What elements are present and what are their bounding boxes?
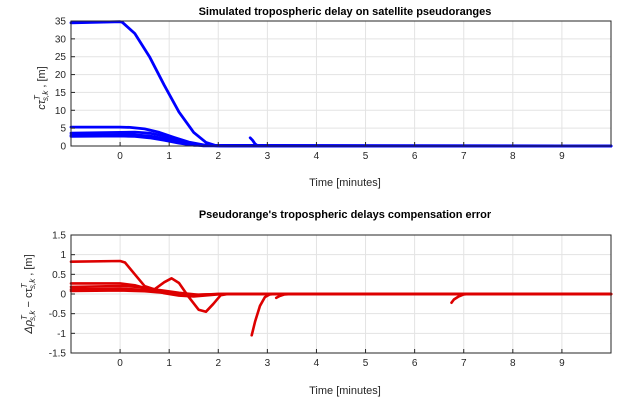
error-chart-series-sat-1 bbox=[69, 259, 613, 313]
delay-chart-ytick-label: 30 bbox=[55, 34, 67, 45]
delay-chart-xtick-label: 4 bbox=[314, 151, 320, 162]
error-chart-title: Pseudorange's tropospheric delays compen… bbox=[199, 209, 492, 221]
error-chart-ytick-label: -1.5 bbox=[49, 349, 67, 360]
delay-chart-ytick-label: 20 bbox=[55, 70, 67, 81]
delay-chart-xtick-label: 1 bbox=[166, 151, 172, 162]
error-chart-ytick-label: 1 bbox=[60, 250, 66, 261]
error-chart-axes-box bbox=[70, 234, 612, 354]
delay-chart-series-sat-5 bbox=[69, 134, 613, 148]
delay-chart-xtick-label: 9 bbox=[559, 151, 565, 162]
delay-chart-ytick-label: 15 bbox=[55, 88, 67, 99]
delay-chart-xtick-label: 0 bbox=[117, 151, 123, 162]
error-chart: 0 1 2 3 4 5 6 7 8 9 -1.5 -1 -0.5 0 0.5 1 1.5 Pseudorange… bbox=[20, 209, 613, 397]
error-chart-xlabel: Time [minutes] bbox=[309, 385, 381, 397]
delay-chart-plot-area bbox=[71, 21, 611, 146]
error-chart-xtick-label: 2 bbox=[215, 358, 221, 369]
error-chart-xtick-label: 6 bbox=[412, 358, 418, 369]
delay-chart: 0 1 2 3 4 5 6 7 8 9 0 5 10 15 20 25 30 35 Simulated tropo… bbox=[33, 6, 613, 189]
error-chart-ylabel: ΔρTs,k − cτTs,k , [m] bbox=[20, 254, 37, 334]
error-chart-xtick-label: 7 bbox=[461, 358, 467, 369]
error-chart-ytick-label: 0.5 bbox=[52, 270, 66, 281]
error-chart-ytick-label: 0 bbox=[60, 290, 66, 301]
delay-chart-ytick-label: 5 bbox=[60, 124, 66, 135]
delay-chart-xtick-label: 2 bbox=[215, 151, 221, 162]
error-chart-xtick-label: 5 bbox=[363, 358, 369, 369]
delay-chart-xtick-label: 6 bbox=[412, 151, 418, 162]
delay-chart-xtick-label: 7 bbox=[461, 151, 467, 162]
delay-chart-xtick-label: 8 bbox=[510, 151, 516, 162]
error-chart-xtick-label: 4 bbox=[314, 358, 320, 369]
delay-chart-title: Simulated tropospheric delay on satellit… bbox=[199, 6, 492, 18]
error-chart-xtick-label: 8 bbox=[510, 358, 516, 369]
delay-chart-xlabel: Time [minutes] bbox=[309, 177, 381, 189]
delay-chart-ytick-label: 35 bbox=[55, 17, 67, 28]
error-chart-xtick-label: 3 bbox=[265, 358, 271, 369]
error-chart-series-sat-7 bbox=[274, 292, 613, 300]
error-chart-series-sat-6 bbox=[250, 292, 613, 337]
error-chart-xtick-label: 1 bbox=[166, 358, 172, 369]
error-chart-xtick-label: 9 bbox=[559, 358, 565, 369]
error-chart-series-sat-8 bbox=[450, 292, 613, 304]
delay-chart-ylabel: cτTs,k , [m] bbox=[33, 66, 50, 109]
delay-chart-ytick-label: 25 bbox=[55, 52, 67, 63]
delay-chart-xtick-label: 3 bbox=[265, 151, 271, 162]
delay-chart-ytick-label: 0 bbox=[60, 142, 66, 153]
error-chart-xtick-label: 0 bbox=[117, 358, 123, 369]
error-chart-series-sat-5 bbox=[69, 289, 613, 298]
delay-chart-ytick-label: 10 bbox=[55, 106, 67, 117]
error-chart-ytick-label: -1 bbox=[57, 329, 66, 340]
error-chart-ytick-label: 1.5 bbox=[52, 231, 66, 242]
delay-chart-xtick-label: 5 bbox=[363, 151, 369, 162]
error-chart-ytick-label: -0.5 bbox=[49, 309, 67, 320]
delay-chart-axes-box bbox=[70, 20, 612, 147]
